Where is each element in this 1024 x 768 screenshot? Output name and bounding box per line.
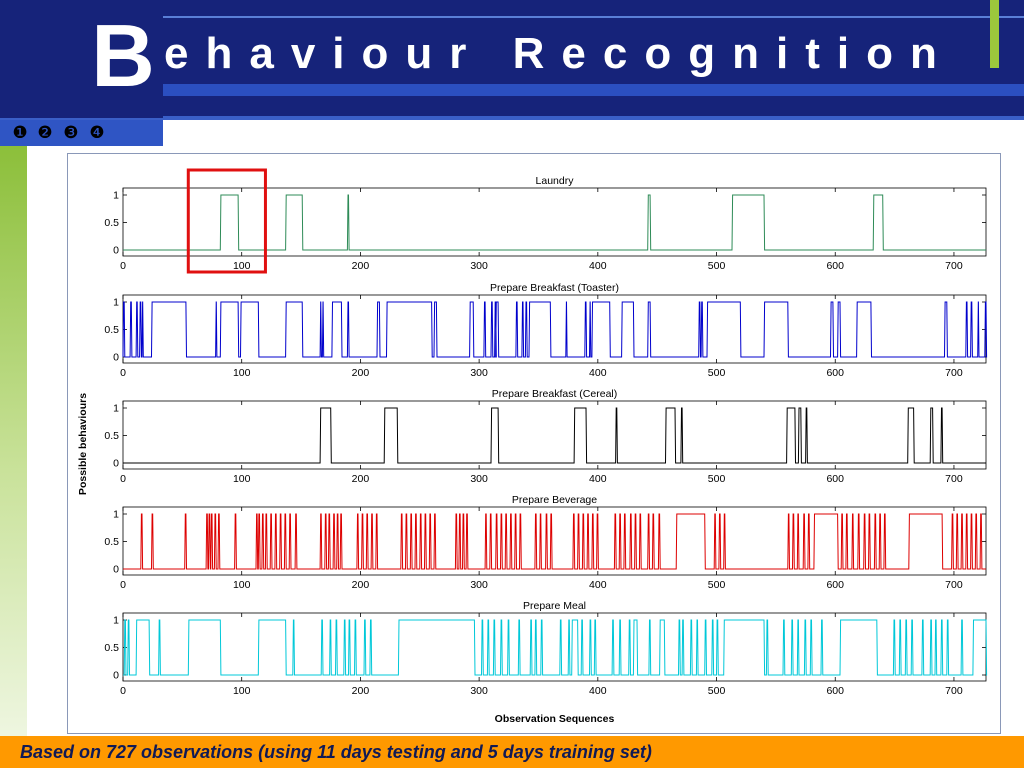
panel-title: Prepare Meal (523, 600, 586, 612)
x-tick-label: 600 (826, 473, 844, 485)
accent-bar (990, 0, 999, 68)
header-line (163, 16, 1024, 18)
x-tick-label: 600 (826, 685, 844, 697)
header-stripe (163, 84, 1024, 96)
slide-title: ehaviour Recognition (164, 29, 954, 78)
y-tick-label: 0 (113, 670, 119, 682)
x-tick-label: 500 (708, 367, 726, 379)
footer-bar: Based on 727 observations (using 11 days… (0, 736, 1024, 768)
title-initial-box: B (0, 0, 163, 118)
nav-item-1[interactable]: ❶ (12, 123, 28, 143)
x-tick-label: 0 (120, 367, 126, 379)
x-tick-label: 200 (352, 579, 370, 591)
y-tick-label: 1 (113, 403, 119, 415)
y-tick-label: 0.5 (104, 536, 119, 548)
x-tick-label: 100 (233, 260, 251, 272)
x-tick-label: 200 (352, 685, 370, 697)
y-tick-label: 1 (113, 190, 119, 202)
x-tick-label: 100 (233, 367, 251, 379)
panel-title: Laundry (536, 175, 575, 187)
y-tick-label: 0 (113, 458, 119, 470)
x-tick-label: 0 (120, 260, 126, 272)
panel-title: Prepare Beverage (512, 494, 597, 506)
y-tick-label: 1 (113, 615, 119, 627)
x-tick-label: 400 (589, 260, 607, 272)
x-tick-label: 700 (945, 260, 963, 272)
panel-title: Prepare Breakfast (Cereal) (492, 388, 617, 400)
x-tick-label: 100 (233, 579, 251, 591)
x-tick-label: 200 (352, 367, 370, 379)
series-line (123, 194, 986, 251)
panel-axes (122, 187, 987, 257)
slide-nav (0, 120, 163, 146)
panel-axes (122, 612, 987, 682)
x-tick-label: 700 (945, 579, 963, 591)
nav-item-2[interactable]: ❷ (37, 123, 53, 143)
x-tick-label: 600 (826, 367, 844, 379)
y-tick-label: 0 (113, 564, 119, 576)
x-tick-label: 400 (589, 685, 607, 697)
x-tick-label: 0 (120, 473, 126, 485)
x-tick-label: 0 (120, 685, 126, 697)
x-tick-label: 100 (233, 473, 251, 485)
x-tick-label: 700 (945, 685, 963, 697)
y-tick-label: 0 (113, 352, 119, 364)
x-tick-label: 100 (233, 685, 251, 697)
x-tick-label: 300 (470, 367, 488, 379)
x-tick-label: 300 (470, 579, 488, 591)
x-tick-label: 300 (470, 473, 488, 485)
x-tick-label: 300 (470, 260, 488, 272)
header-underline (0, 116, 1024, 120)
nav-item-3[interactable]: ❸ (63, 123, 79, 143)
x-tick-label: 500 (708, 473, 726, 485)
y-axis-label: Possible behaviours (77, 393, 89, 495)
title-initial: B (91, 6, 155, 105)
series-line (122, 301, 988, 358)
y-tick-label: 1 (113, 509, 119, 521)
x-tick-label: 0 (120, 579, 126, 591)
x-tick-label: 400 (589, 473, 607, 485)
nav-item-4[interactable]: ❹ (89, 123, 105, 143)
y-tick-label: 0.5 (104, 217, 119, 229)
panel-title: Prepare Breakfast (Toaster) (490, 282, 619, 294)
x-tick-label: 600 (826, 579, 844, 591)
x-tick-label: 200 (352, 473, 370, 485)
x-tick-label: 600 (826, 260, 844, 272)
x-tick-label: 500 (708, 579, 726, 591)
series-line (123, 619, 988, 676)
y-tick-label: 0.5 (104, 642, 119, 654)
y-tick-label: 0.5 (104, 430, 119, 442)
side-gradient-bar (0, 146, 27, 736)
panel-axes (122, 506, 987, 576)
series-line (123, 407, 986, 464)
footer-text: Based on 727 observations (using 11 days… (20, 742, 652, 762)
x-tick-label: 700 (945, 367, 963, 379)
series-line (123, 513, 986, 570)
x-tick-label: 300 (470, 685, 488, 697)
x-tick-label: 500 (708, 260, 726, 272)
x-tick-label: 400 (589, 367, 607, 379)
highlight-box (186, 168, 267, 274)
y-tick-label: 1 (113, 297, 119, 309)
x-tick-label: 500 (708, 685, 726, 697)
x-tick-label: 700 (945, 473, 963, 485)
panel-axes (122, 400, 987, 470)
x-tick-label: 200 (352, 260, 370, 272)
x-axis-label: Observation Sequences (495, 713, 615, 725)
y-tick-label: 0 (113, 245, 119, 257)
y-tick-label: 0.5 (104, 324, 119, 336)
header-band (0, 0, 1024, 116)
chart-figure: Laundry 0 100 200 300 400 500 600 700 0 0.5 1 Prepar… (67, 153, 1001, 734)
x-tick-label: 400 (589, 579, 607, 591)
